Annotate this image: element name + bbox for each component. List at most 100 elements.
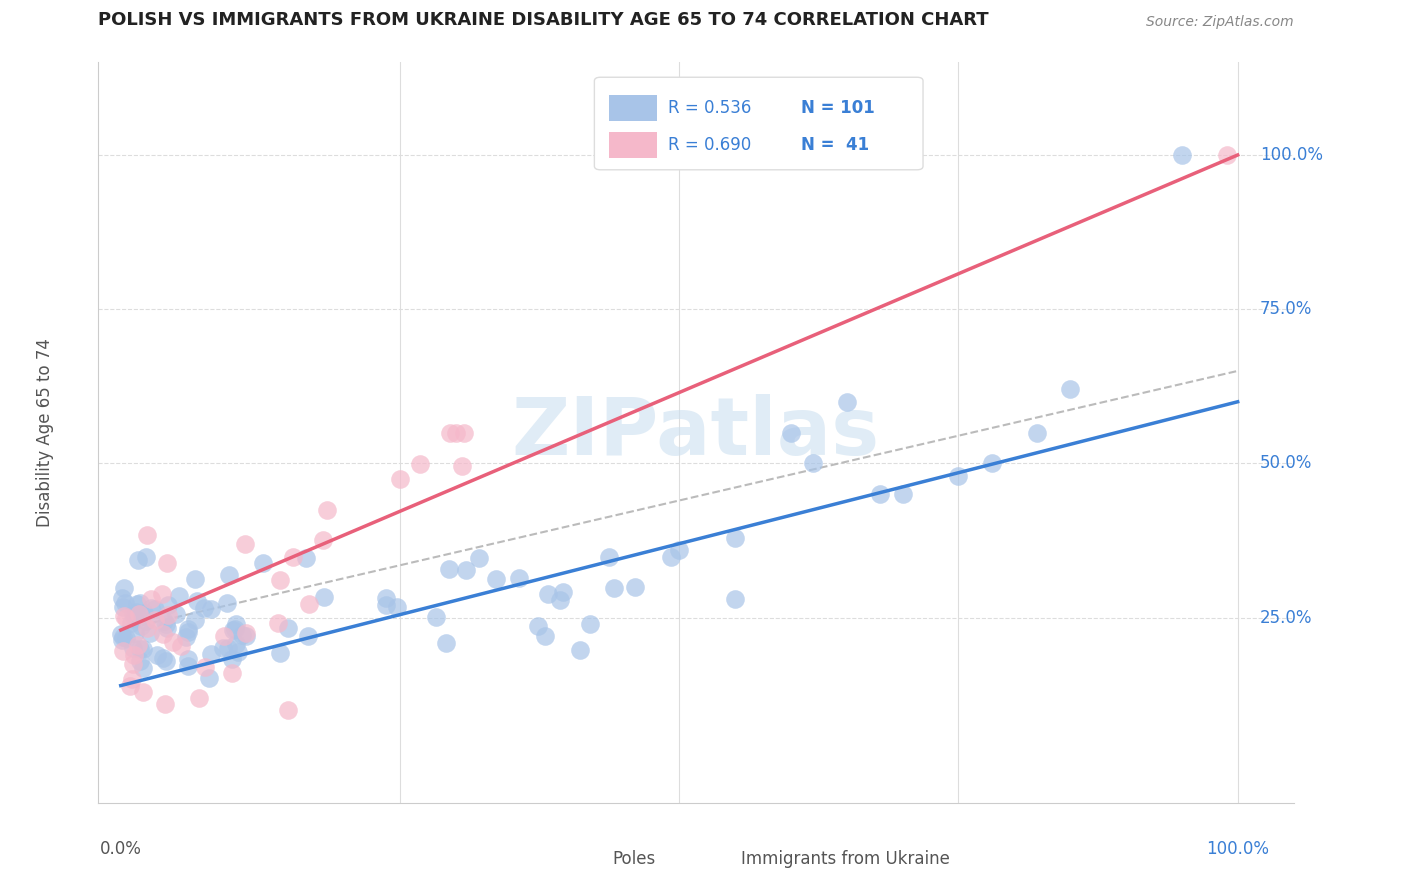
Point: [277, 621, 299, 635]
Point: [167, 590, 190, 604]
Point: [132, 661, 155, 675]
Point: [579, 616, 602, 631]
Point: [115, 631, 138, 645]
Text: Disability Age 65 to 74: Disability Age 65 to 74: [35, 338, 53, 527]
Point: [212, 629, 235, 643]
Point: [128, 607, 150, 621]
Point: [150, 587, 173, 601]
Point: [170, 639, 193, 653]
Point: [659, 549, 682, 564]
Point: [111, 591, 134, 606]
Point: [129, 654, 152, 668]
Point: [434, 636, 457, 650]
Point: [297, 629, 319, 643]
Point: [277, 703, 299, 717]
Text: 75.0%: 75.0%: [1260, 301, 1312, 318]
Point: [235, 625, 257, 640]
Point: [177, 659, 200, 673]
Point: [111, 600, 134, 615]
Point: [385, 600, 408, 615]
Point: [143, 613, 166, 627]
Point: [121, 657, 143, 672]
Point: [110, 627, 132, 641]
Point: [139, 591, 162, 606]
Point: [198, 671, 221, 685]
Point: [439, 425, 461, 440]
FancyBboxPatch shape: [609, 132, 657, 158]
Text: N =  41: N = 41: [801, 136, 869, 153]
Point: [598, 549, 620, 564]
Point: [281, 549, 304, 564]
Point: [548, 593, 571, 607]
Text: N = 101: N = 101: [801, 99, 875, 117]
Point: [127, 638, 149, 652]
Point: [155, 697, 177, 711]
Point: [125, 605, 148, 619]
Point: [183, 572, 205, 586]
Point: [128, 642, 150, 657]
Point: [312, 533, 335, 548]
Text: Source: ZipAtlas.com: Source: ZipAtlas.com: [1146, 15, 1294, 29]
Point: [1025, 425, 1047, 440]
Point: [801, 457, 824, 471]
Point: [891, 487, 914, 501]
Point: [176, 622, 198, 636]
FancyBboxPatch shape: [609, 95, 657, 121]
Text: 100.0%: 100.0%: [1206, 840, 1270, 858]
Point: [602, 582, 624, 596]
Text: 0.0%: 0.0%: [100, 840, 142, 858]
Point: [948, 468, 970, 483]
Point: [212, 640, 235, 655]
Text: Poles: Poles: [613, 850, 655, 868]
Point: [162, 634, 184, 648]
Point: [118, 679, 141, 693]
Point: [468, 550, 491, 565]
Point: [869, 487, 891, 501]
Point: [451, 459, 474, 474]
Point: [132, 606, 155, 620]
Point: [152, 650, 174, 665]
Point: [724, 592, 747, 607]
Point: [135, 549, 157, 564]
Point: [252, 556, 274, 570]
Point: [485, 572, 508, 586]
Point: [235, 629, 257, 643]
Point: [146, 648, 169, 662]
Point: [222, 624, 245, 638]
Point: [233, 537, 256, 551]
Point: [165, 607, 187, 622]
Point: [231, 628, 253, 642]
Point: [129, 596, 152, 610]
FancyBboxPatch shape: [595, 78, 922, 169]
FancyBboxPatch shape: [704, 847, 737, 872]
Point: [112, 630, 135, 644]
Point: [156, 607, 179, 622]
Point: [453, 425, 475, 440]
Point: [221, 652, 243, 666]
Text: POLISH VS IMMIGRANTS FROM UKRAINE DISABILITY AGE 65 TO 74 CORRELATION CHART: POLISH VS IMMIGRANTS FROM UKRAINE DISABI…: [98, 11, 988, 29]
Point: [375, 591, 398, 605]
Point: [217, 641, 239, 656]
Point: [129, 618, 152, 632]
Point: [156, 621, 179, 635]
Point: [835, 394, 858, 409]
Point: [508, 571, 530, 585]
Point: [217, 596, 239, 610]
Point: [444, 425, 467, 440]
Point: [623, 580, 645, 594]
Point: [122, 609, 145, 624]
Text: Immigrants from Ukraine: Immigrants from Ukraine: [741, 850, 950, 868]
Point: [111, 644, 134, 658]
Point: [156, 556, 179, 570]
Point: [1215, 148, 1237, 162]
Point: [177, 624, 200, 639]
Text: ZIPatlas: ZIPatlas: [512, 393, 880, 472]
Point: [200, 602, 222, 616]
Text: 50.0%: 50.0%: [1260, 454, 1312, 473]
Point: [981, 457, 1004, 471]
Point: [135, 622, 157, 636]
Point: [121, 673, 143, 687]
Point: [218, 568, 240, 582]
Point: [131, 642, 153, 657]
Point: [112, 609, 135, 624]
